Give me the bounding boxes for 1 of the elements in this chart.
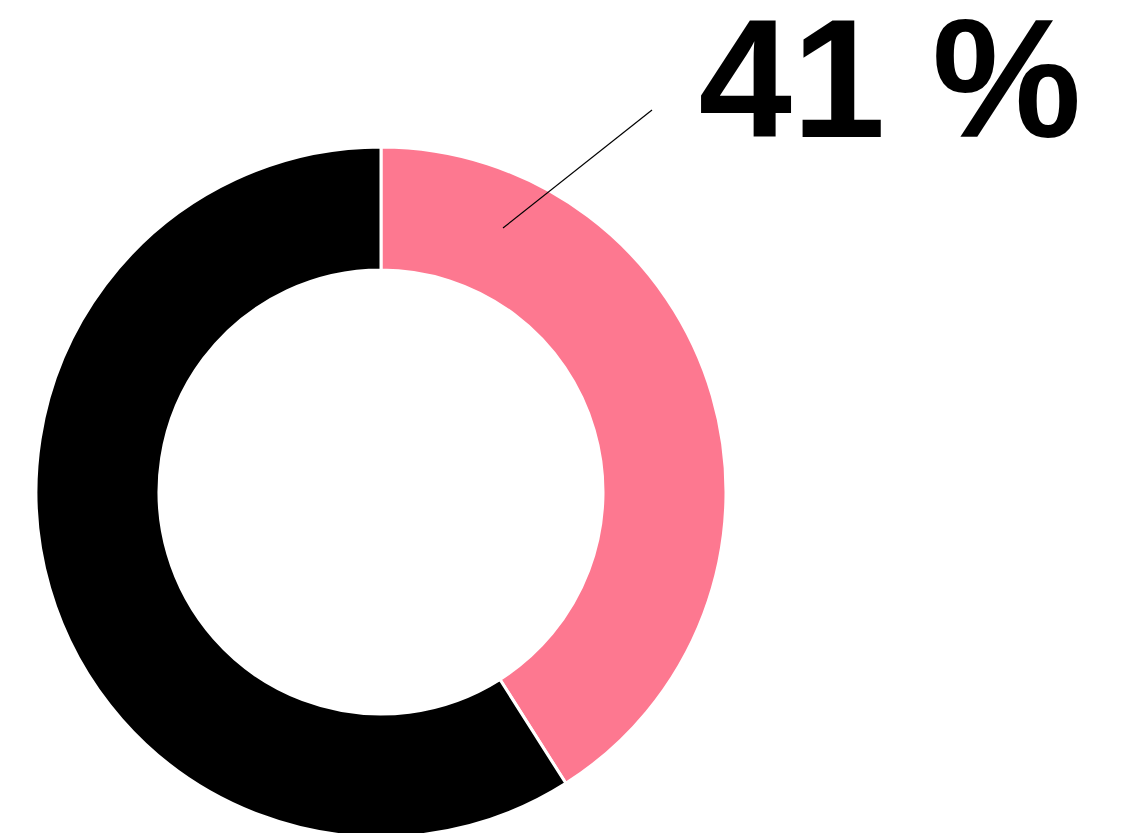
data-label: 41 % (698, 0, 1082, 173)
